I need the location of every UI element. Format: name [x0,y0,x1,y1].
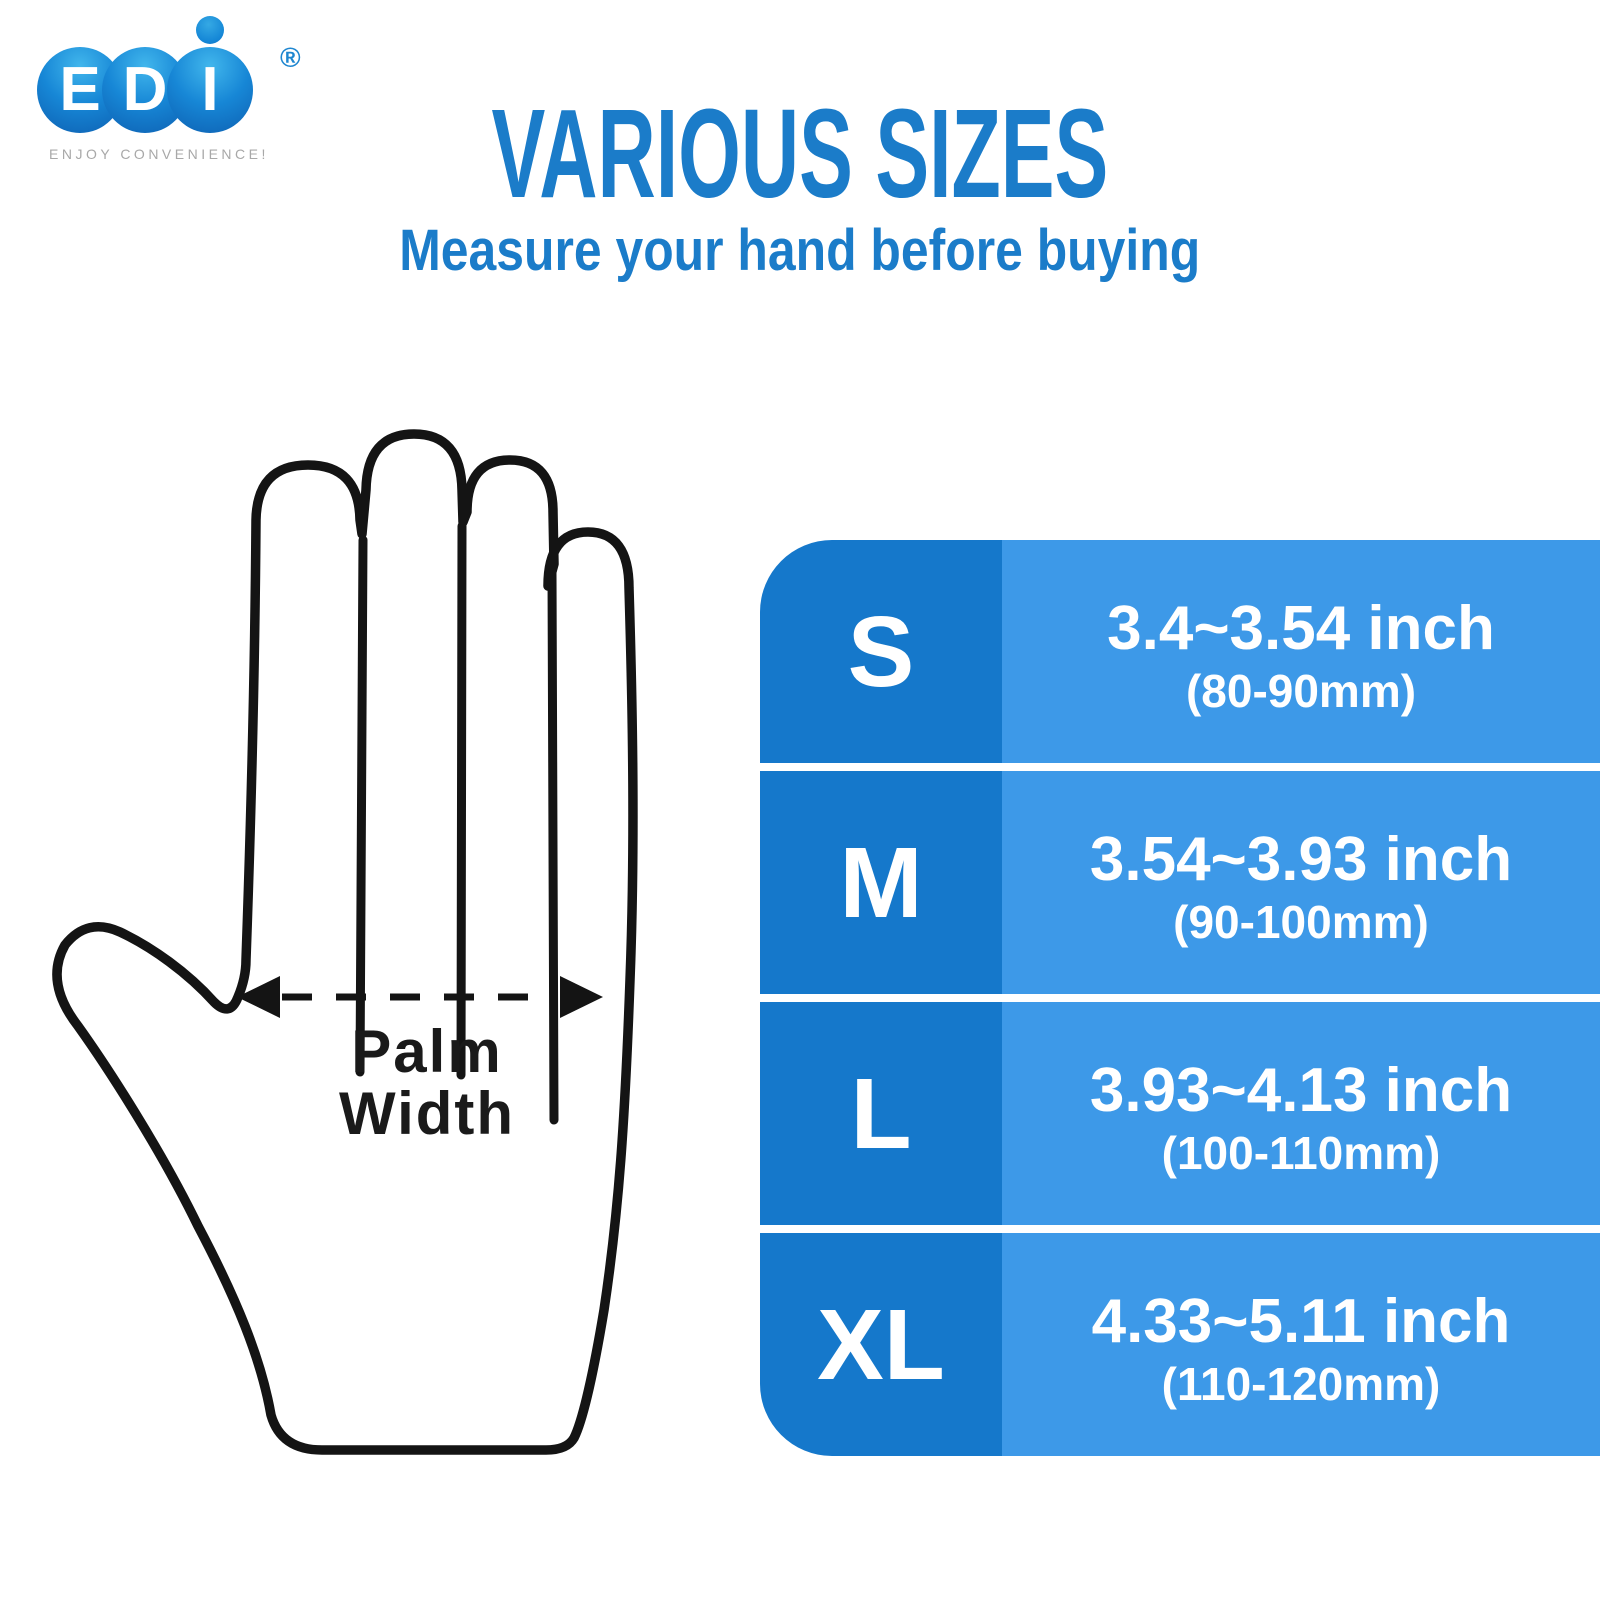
palm-width-label-line1: Palm [351,1018,502,1085]
size-inches: 3.54~3.93 inch [1089,824,1513,894]
logo-letter: I [201,55,219,124]
size-table: S 3.4~3.54 inch (80-90mm) M 3.54~3.93 in… [760,540,1600,1456]
page-subtitle-row: Measure your hand before buying [0,218,1600,299]
logo-tagline: ENJOY CONVENIENCE! [49,146,269,162]
logo-letter: E [59,55,101,124]
size-measure-cell: 3.54~3.93 inch (90-100mm) [1002,771,1600,994]
size-measure-cell: 3.4~3.54 inch (80-90mm) [1002,540,1600,763]
hand-outline-path [52,429,638,1455]
size-label-cell: L [760,1002,1002,1225]
size-inches: 3.93~4.13 inch [1089,1055,1513,1125]
hand-outline-illustration: Palm Width [52,429,638,1455]
size-inches: 4.33~5.11 inch [1091,1286,1511,1356]
size-mm: (110-120mm) [1161,1357,1441,1410]
arrowhead-right-icon [560,976,603,1018]
table-row: L 3.93~4.13 inch (100-110mm) [760,1002,1600,1225]
table-row: M 3.54~3.93 inch (90-100mm) [760,771,1600,994]
size-mm: (90-100mm) [1173,895,1429,948]
size-label-cell: M [760,771,1002,994]
size-inches: 3.4~3.54 inch [1107,593,1495,663]
page-subtitle: Measure your hand before buying [399,218,1201,283]
page-title: VARIOUS SIZES [491,83,1109,224]
registered-trademark-icon: ® [280,42,301,73]
size-mm: (100-110mm) [1161,1126,1441,1179]
finger-separation-lines [355,521,559,1125]
logo-letter: D [122,55,168,124]
brand-logo: E D I ® ENJOY CONVENIENCE! [37,0,317,175]
logo-letter-circle: I [167,47,253,133]
table-row: S 3.4~3.54 inch (80-90mm) [760,540,1600,763]
size-measure-cell: 3.93~4.13 inch (100-110mm) [1002,1002,1600,1225]
size-label-cell: S [760,540,1002,763]
palm-width-label: Palm Width [339,1018,515,1147]
size-measure-cell: 4.33~5.11 inch (110-120mm) [1002,1233,1600,1456]
size-mm: (80-90mm) [1185,664,1417,717]
size-label-cell: XL [760,1233,1002,1456]
palm-width-label-line2: Width [339,1080,515,1147]
table-row: XL 4.33~5.11 inch (110-120mm) [760,1233,1600,1456]
palm-width-arrow [237,976,603,1018]
page-title-row: VARIOUS SIZES [0,83,1600,253]
arrowhead-left-icon [237,976,280,1018]
logo-dot-icon [196,16,224,44]
